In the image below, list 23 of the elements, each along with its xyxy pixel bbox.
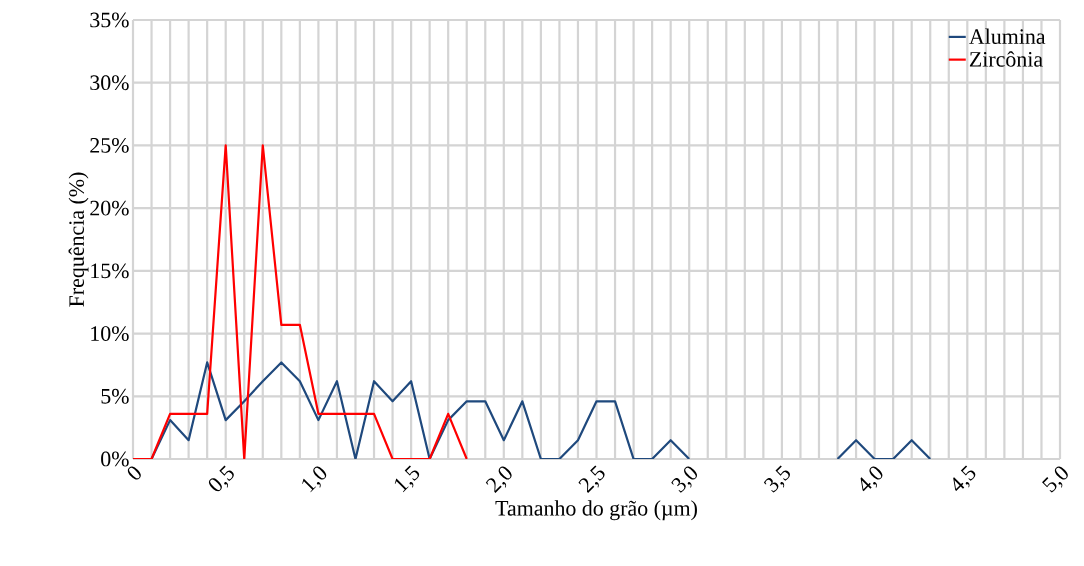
y-tick-label: 15% bbox=[91, 263, 129, 279]
y-tick-label: 25% bbox=[90, 137, 129, 153]
y-tick-label: 30% bbox=[90, 75, 129, 91]
x-tick-label: 3,0 bbox=[671, 466, 698, 493]
x-tick-label: 1,0 bbox=[302, 466, 327, 493]
y-tick-label: 35% bbox=[90, 12, 129, 28]
y-tick-label: 0% bbox=[101, 451, 129, 467]
y-tick-label: 20% bbox=[90, 200, 129, 216]
y-tick-label: 10% bbox=[91, 326, 129, 341]
y-axis-title: Frequência (%) bbox=[68, 172, 89, 307]
x-tick-label: 3,5 bbox=[763, 465, 790, 493]
x-tick-label: 1,5 bbox=[394, 465, 420, 493]
x-tick-label: 4,5 bbox=[953, 465, 976, 492]
y-tick-label: 5% bbox=[101, 388, 129, 404]
legend-label: Zircônia bbox=[969, 51, 1043, 67]
x-tick-label: 0,5 bbox=[208, 465, 234, 492]
x-tick-label: 2,0 bbox=[485, 466, 512, 493]
x-tick-label: 2,5 bbox=[578, 465, 605, 493]
x-tick-label: 0 bbox=[127, 466, 141, 480]
legend-label: Alumina bbox=[969, 28, 1046, 44]
x-tick-label: 4,0 bbox=[860, 466, 883, 492]
x-axis-title: Tamanho do grão (µm) bbox=[495, 500, 697, 521]
x-tick-label: 5,0 bbox=[1042, 466, 1068, 493]
